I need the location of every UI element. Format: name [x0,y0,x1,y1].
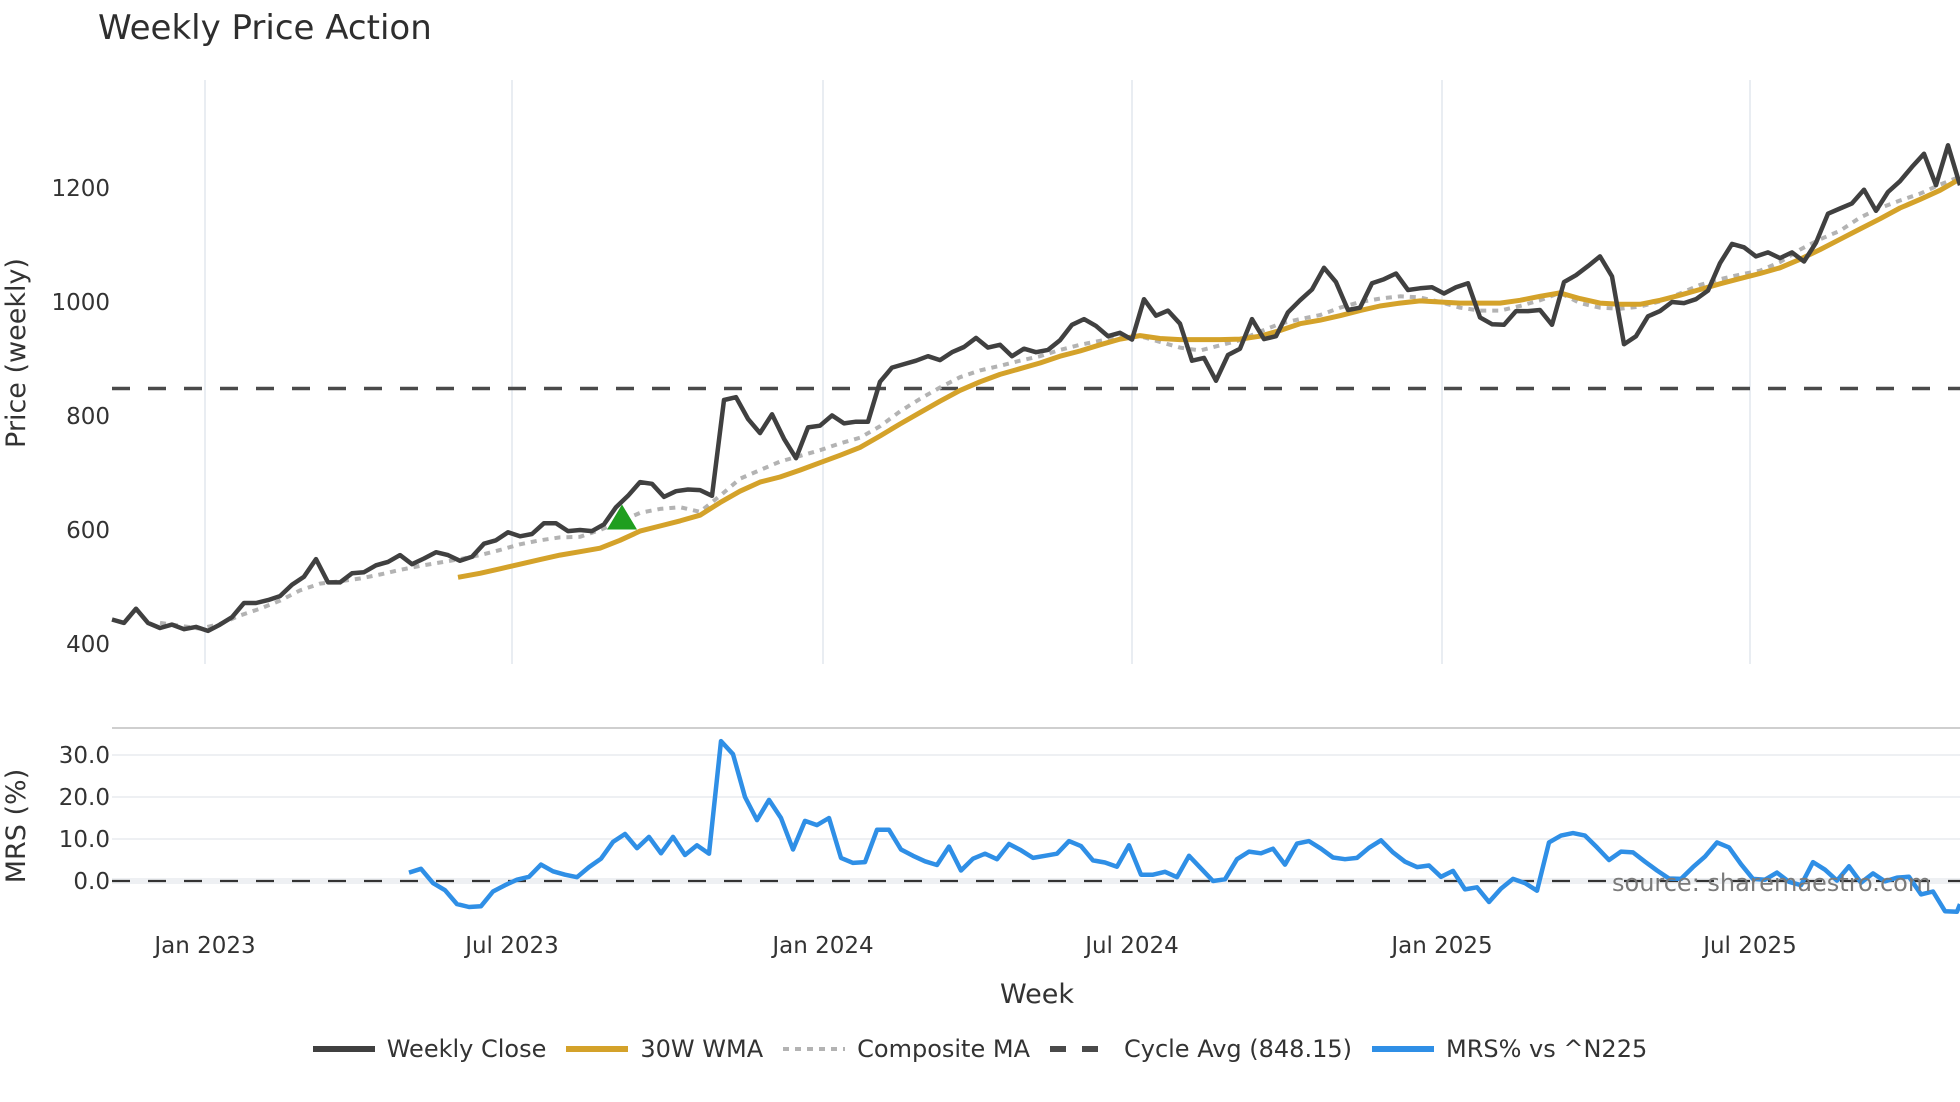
legend-item-mrs[interactable]: MRS% vs ^N225 [1371,1035,1648,1063]
legend-item-composite[interactable]: Composite MA [783,1035,1030,1063]
mrs-tick-label: 0.0 [73,869,110,895]
price-tick-label: 600 [66,518,110,544]
price-tick-label: 800 [66,404,110,430]
legend-label: Cycle Avg (848.15) [1123,1035,1352,1063]
price-tick-label: 1200 [51,176,110,202]
composite-ma-line [159,174,1960,631]
grid-layer [112,80,1960,884]
x-tick-label: Jul 2024 [1083,933,1179,959]
legend-swatch-icon [312,1042,375,1056]
x-tick-label: Jul 2023 [463,933,559,959]
legend-swatch-icon [566,1042,629,1056]
legend: Weekly Close 30W WMA Composite MA Cycle Avg… [0,1035,1960,1063]
legend-label: 30W WMA [640,1035,764,1063]
legend-item-close[interactable]: Weekly Close [312,1035,547,1063]
x-axis-title: Week [1000,979,1074,1010]
legend-swatch-icon [783,1042,846,1056]
legend-label: Composite MA [857,1035,1030,1063]
wma-line [457,176,1960,580]
buy-signal-triangle-icon [607,504,637,530]
price-panel [111,143,1960,634]
legend-label: MRS% vs ^N225 [1445,1035,1648,1063]
mrs-line [408,738,1960,914]
mrs-axis-title: MRS (%) [1,769,32,884]
legend-item-wma[interactable]: 30W WMA [566,1035,763,1063]
mrs-panel: source: sharemaestro.com [112,727,1960,914]
mrs-tick-label: 30.0 [59,743,110,769]
legend-item-cycle[interactable]: Cycle Avg (848.15) [1049,1035,1352,1063]
mrs-tick-label: 10.0 [59,827,110,853]
legend-label: Weekly Close [386,1035,547,1063]
x-tick-label: Jan 2023 [152,933,255,959]
tick-labels: Jan 2023 Jul 2023 Jan 2024 Jul 2024 Jan 2025… [51,176,1796,959]
mrs-tick-label: 20.0 [59,785,110,811]
price-axis-title: Price (weekly) [1,258,32,448]
x-tick-label: Jul 2025 [1701,933,1797,959]
source-watermark: source: sharemaestro.com [1612,869,1931,897]
x-tick-label: Jan 2024 [770,933,873,959]
legend-swatch-icon [1049,1042,1112,1056]
price-tick-label: 1000 [51,290,110,316]
legend-swatch-icon [1371,1042,1434,1056]
chart-title: Weekly Price Action [98,8,432,48]
price-tick-label: 400 [66,632,110,658]
weekly-close-line [111,143,1960,634]
x-tick-label: Jan 2025 [1389,933,1492,959]
